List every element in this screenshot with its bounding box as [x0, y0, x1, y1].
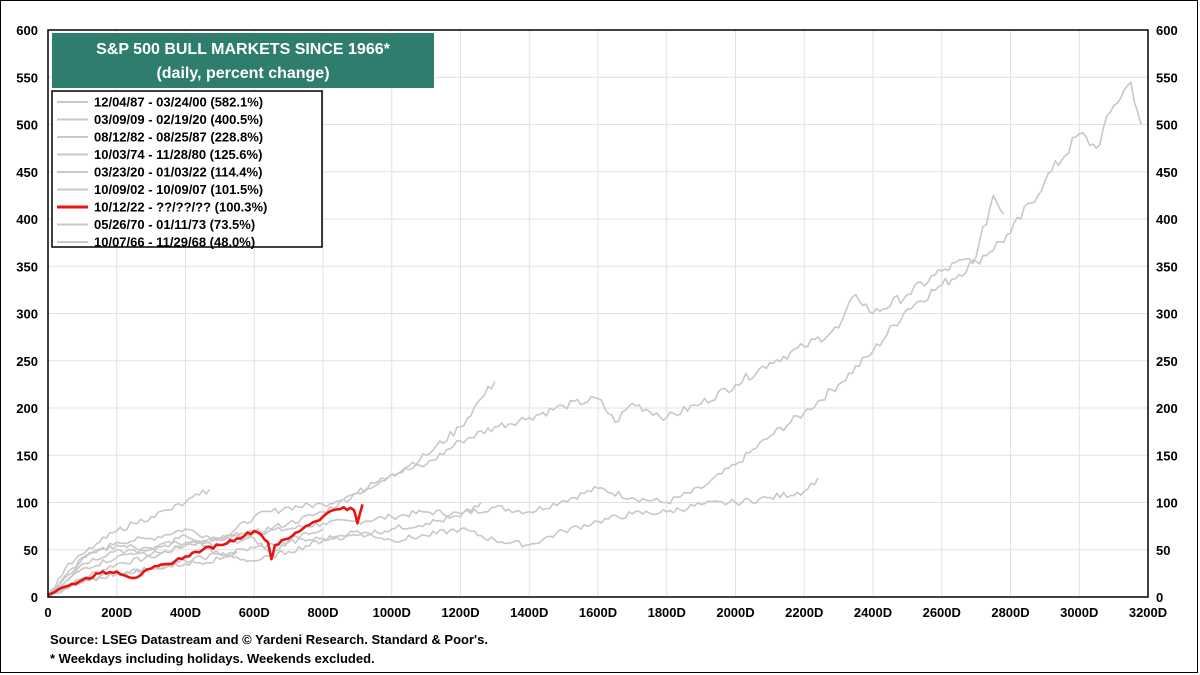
series-line	[47, 81, 1142, 598]
y-tick-label-right: 150	[1156, 448, 1178, 463]
chart-title: S&P 500 BULL MARKETS SINCE 1966*	[96, 41, 391, 58]
y-tick-label-right: 550	[1156, 70, 1178, 85]
y-tick-label-left: 200	[16, 401, 38, 416]
x-tick-label: 2600D	[923, 605, 961, 620]
x-tick-label: 1800D	[648, 605, 686, 620]
weekday-note: * Weekdays including holidays. Weekends …	[50, 651, 375, 666]
y-tick-label-right: 200	[1156, 401, 1178, 416]
series-line	[47, 477, 819, 598]
y-tick-label-left: 350	[16, 259, 38, 274]
y-tick-label-left: 300	[16, 307, 38, 322]
x-tick-label: 2800D	[991, 605, 1029, 620]
x-tick-label: 0	[44, 605, 51, 620]
series-lines	[47, 81, 1142, 598]
series-line	[47, 550, 238, 598]
y-tick-label-left: 550	[16, 70, 38, 85]
y-tick-label-right: 50	[1156, 543, 1170, 558]
y-tick-label-left: 600	[16, 23, 38, 38]
y-tick-label-right: 0	[1156, 590, 1163, 605]
y-tick-label-left: 150	[16, 448, 38, 463]
x-tick-label: 400D	[170, 605, 201, 620]
source-note: Source: LSEG Datastream and © Yardeni Re…	[50, 632, 488, 647]
x-tick-label: 3200D	[1129, 605, 1167, 620]
y-tick-label-right: 250	[1156, 354, 1178, 369]
legend-label: 08/12/82 - 08/25/87 (228.8%)	[94, 130, 263, 145]
x-tick-label: 1400D	[510, 605, 548, 620]
series-line	[47, 381, 496, 598]
legend-label: 10/12/22 - ??/??/?? (100.3%)	[94, 200, 267, 215]
y-tick-label-left: 250	[16, 354, 38, 369]
y-tick-label-right: 300	[1156, 307, 1178, 322]
legend-label: 10/03/74 - 11/28/80 (125.6%)	[94, 147, 262, 162]
x-tick-label: 1600D	[579, 605, 617, 620]
legend-label: 10/09/02 - 10/09/07 (101.5%)	[94, 182, 263, 197]
chart-title-box: S&P 500 BULL MARKETS SINCE 1966* (daily,…	[52, 33, 434, 88]
y-axis-left: 0 50 100 150 200 250 300 350 400 450 500 550 600	[16, 23, 38, 605]
y-tick-label-left: 500	[16, 118, 38, 133]
legend: 12/04/87 - 03/24/00 (582.1%) 03/09/09 - 0…	[51, 90, 323, 250]
series-line	[47, 488, 211, 598]
y-tick-label-left: 50	[24, 543, 38, 558]
y-tick-label-left: 100	[16, 496, 38, 511]
legend-label: 10/07/66 - 11/29/68 (48.0%)	[94, 235, 255, 250]
legend-label: 05/26/70 - 01/11/73 (73.5%)	[94, 217, 255, 232]
x-tick-label: 3000D	[1060, 605, 1098, 620]
legend-box	[51, 90, 323, 248]
y-tick-label-right: 350	[1156, 259, 1178, 274]
legend-label: 03/23/20 - 01/03/22 (114.4%)	[94, 165, 262, 180]
x-tick-label: 600D	[239, 605, 270, 620]
x-tick-label: 2000D	[716, 605, 754, 620]
y-tick-label-left: 450	[16, 165, 38, 180]
chart-subtitle: (daily, percent change)	[156, 65, 329, 82]
series-line	[47, 194, 1005, 598]
y-tick-label-right: 600	[1156, 23, 1178, 38]
y-axis-right: 0 50 100 150 200 250 300 350 400 450 500 550 600	[1156, 23, 1178, 605]
title-background	[52, 33, 434, 88]
x-tick-label: 1200D	[441, 605, 479, 620]
x-axis: 0 200D 400D 600D 800D 1000D 1200D 1400D 1600D 180…	[44, 605, 1167, 620]
y-tick-label-left: 0	[31, 590, 38, 605]
series-line	[47, 528, 324, 598]
x-tick-label: 2400D	[854, 605, 892, 620]
x-tick-label: 800D	[307, 605, 338, 620]
series-line-current	[47, 504, 364, 597]
y-tick-label-right: 500	[1156, 118, 1178, 133]
legend-label: 03/09/09 - 02/19/20 (400.5%)	[94, 112, 263, 127]
x-tick-label: 1000D	[373, 605, 411, 620]
y-tick-label-right: 400	[1156, 212, 1178, 227]
y-tick-label-left: 400	[16, 212, 38, 227]
y-tick-label-right: 100	[1156, 496, 1178, 511]
legend-label: 12/04/87 - 03/24/00 (582.1%)	[94, 95, 263, 110]
plot-area-border	[47, 29, 1149, 598]
x-tick-label: 200D	[101, 605, 132, 620]
y-tick-label-right: 450	[1156, 165, 1178, 180]
x-tick-label: 2200D	[785, 605, 823, 620]
